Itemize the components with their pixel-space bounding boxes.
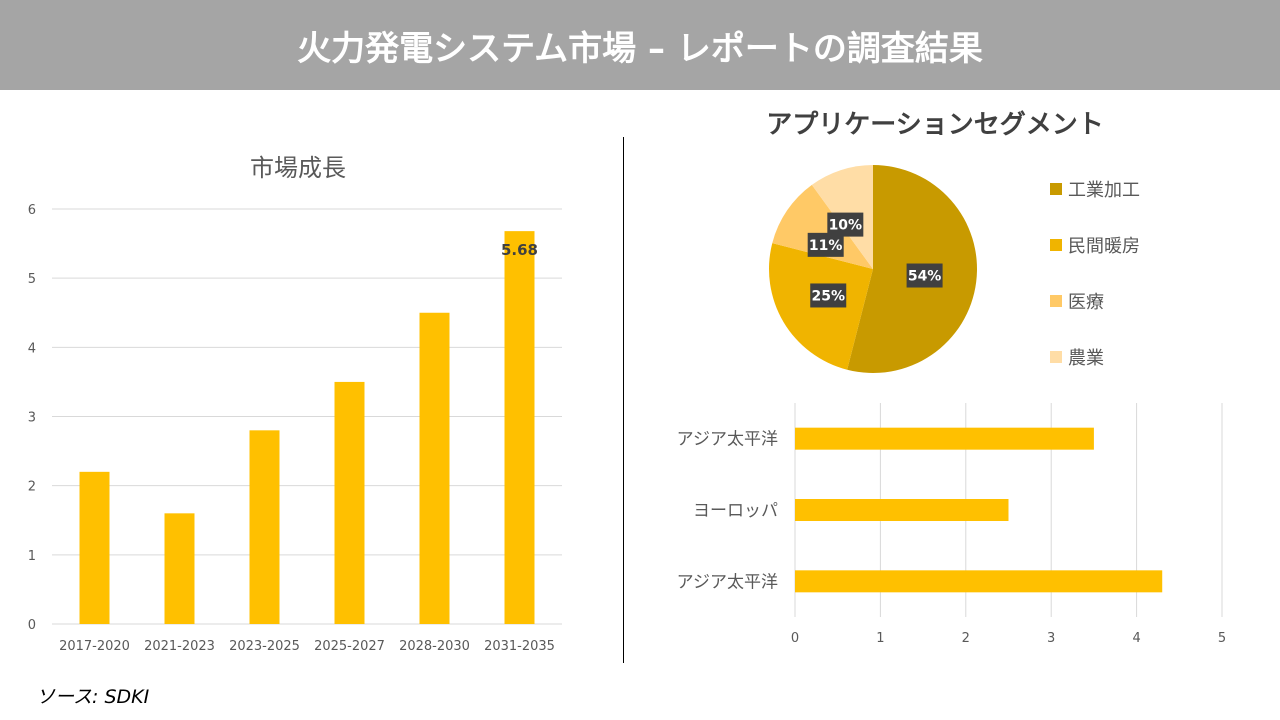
data-label-box (810, 283, 847, 308)
x-tick-label: 2025-2027 (314, 639, 385, 654)
x-tick-label: 2023-2025 (229, 639, 300, 654)
legend-swatch (1050, 239, 1062, 251)
x-tick-label: 0 (791, 631, 799, 646)
y-tick-label: 0 (28, 618, 36, 633)
bar-2021-2023 (164, 513, 195, 624)
y-tick-label: アジア太平洋 (677, 572, 778, 592)
y-tick-label: 4 (28, 341, 36, 356)
divider (623, 137, 624, 663)
bar-2023-2025 (249, 430, 280, 624)
bar-chart-title: 市場成長 (250, 154, 346, 182)
x-tick-label: 1 (876, 631, 884, 646)
legend-swatch (1050, 351, 1062, 363)
y-tick-label: 6 (28, 203, 36, 218)
data-label: 10% (829, 218, 863, 234)
y-tick-label: 1 (28, 549, 36, 564)
data-label-box (906, 263, 943, 288)
x-tick-label: 2021-2023 (144, 639, 215, 654)
bar-2028-2030 (419, 312, 450, 624)
y-tick-label: 3 (28, 411, 36, 426)
hbar-2 (795, 570, 1163, 593)
legend-swatch (1050, 183, 1062, 195)
data-label: 11% (809, 238, 843, 254)
x-tick-label: 5 (1218, 631, 1226, 646)
page-title: 火力発電システム市場 – レポートの調査結果 (0, 0, 1280, 90)
pie-slice-医療 (772, 184, 873, 269)
x-tick-label: 2 (962, 631, 970, 646)
x-tick-label: 2017-2020 (59, 639, 130, 654)
bar-2031-2035 (504, 231, 535, 624)
y-tick-label: 5 (28, 272, 36, 287)
y-tick-label: ヨーロッパ (693, 501, 778, 521)
bar-2025-2027 (334, 381, 365, 624)
data-label: 5.68 (501, 241, 538, 259)
legend-label: 民間暖房 (1068, 236, 1140, 257)
pie-chart-title: アプリケーションセグメント (766, 110, 1103, 140)
legend-swatch (1050, 295, 1062, 307)
x-tick-label: 2031-2035 (484, 639, 555, 654)
hbar-1 (795, 499, 1009, 521)
data-label: 54% (908, 269, 942, 285)
legend-label: 工業加工 (1068, 180, 1140, 201)
y-tick-label: アジア太平洋 (677, 430, 778, 450)
source-note: ソース: SDKI (36, 686, 150, 708)
x-tick-label: 2028-2030 (399, 639, 470, 654)
bar-2017-2020 (79, 471, 110, 624)
data-label: 25% (811, 288, 845, 304)
x-tick-label: 3 (1047, 631, 1055, 646)
legend-label: 医療 (1068, 292, 1104, 313)
x-tick-label: 4 (1132, 631, 1140, 646)
hbar-0 (795, 427, 1094, 450)
y-tick-label: 2 (28, 480, 36, 495)
legend-label: 農業 (1068, 348, 1104, 369)
data-label-box (827, 212, 864, 237)
data-label-box (807, 232, 844, 257)
